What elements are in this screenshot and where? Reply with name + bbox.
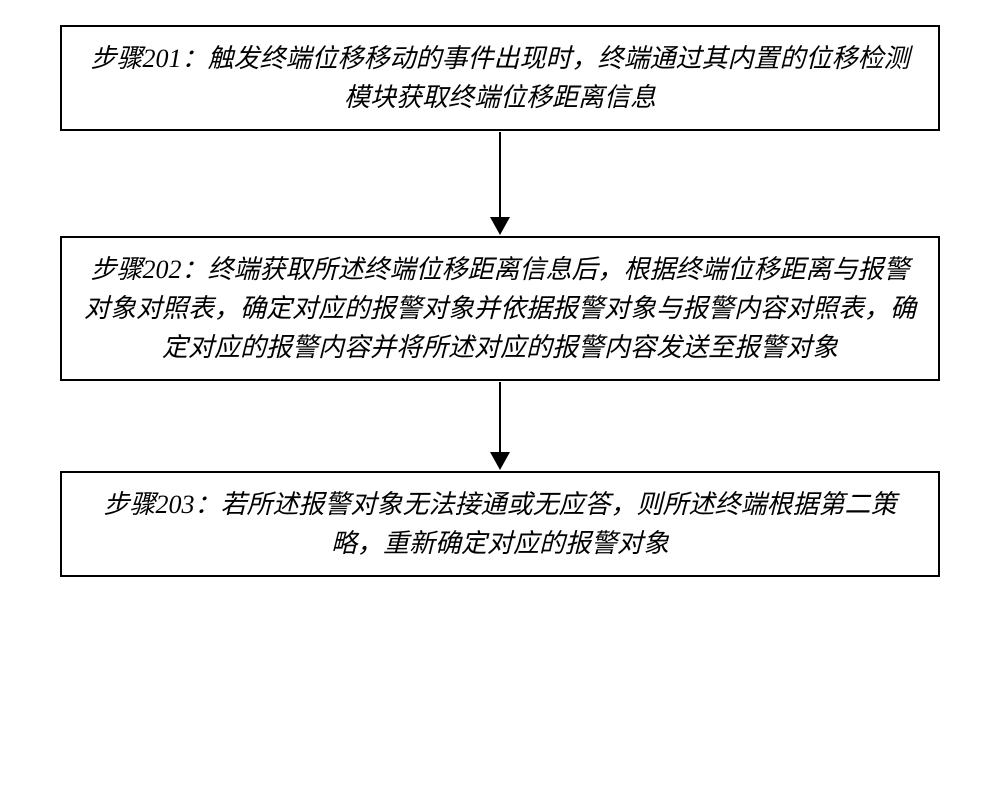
arrow-1-head xyxy=(490,217,510,235)
arrow-1 xyxy=(490,131,510,236)
step-201-text: 步骤201：触发终端位移移动的事件出现时，终端通过其内置的位移检测模块获取终端位… xyxy=(82,39,918,117)
step-202-text: 步骤202：终端获取所述终端位移距离信息后，根据终端位移距离与报警对象对照表，确… xyxy=(82,250,918,367)
arrow-2-line xyxy=(499,382,501,452)
arrow-2-head xyxy=(490,452,510,470)
step-203-text: 步骤203：若所述报警对象无法接通或无应答，则所述终端根据第二策略，重新确定对应… xyxy=(82,485,918,563)
arrow-2 xyxy=(490,381,510,471)
arrow-1-line xyxy=(499,132,501,217)
flowchart-step-202: 步骤202：终端获取所述终端位移距离信息后，根据终端位移距离与报警对象对照表，确… xyxy=(60,236,940,381)
flowchart-step-203: 步骤203：若所述报警对象无法接通或无应答，则所述终端根据第二策略，重新确定对应… xyxy=(60,471,940,577)
flowchart-step-201: 步骤201：触发终端位移移动的事件出现时，终端通过其内置的位移检测模块获取终端位… xyxy=(60,25,940,131)
